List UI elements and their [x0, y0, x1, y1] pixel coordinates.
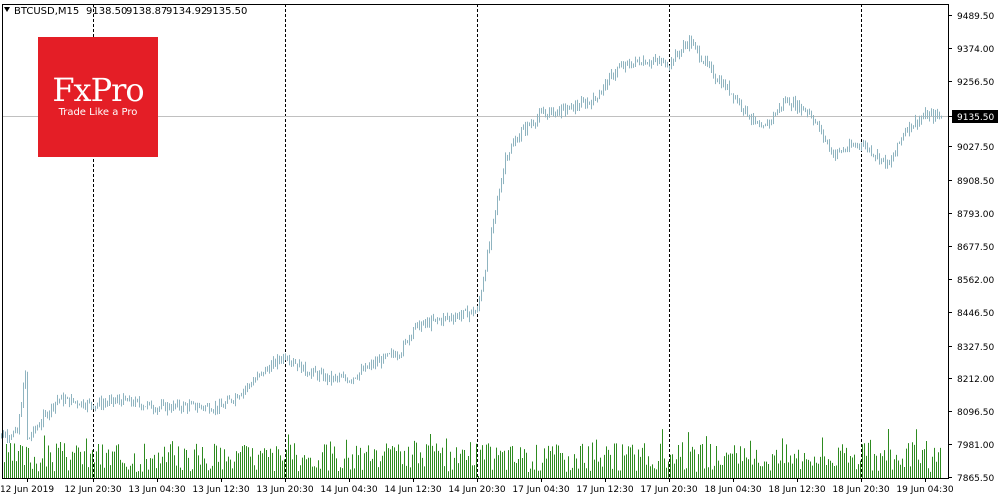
logo-tagline: Trade Like a Pro: [58, 107, 138, 118]
time-tick-label: 13 Jun 04:30: [128, 485, 185, 495]
price-tick-label: 9489.50: [957, 12, 994, 22]
price-tick-label: 7981.00: [957, 441, 994, 451]
time-tick-label: 12 Jun 2019: [0, 485, 54, 495]
price-tick-label: 8793.00: [957, 210, 994, 220]
price-tick-label: 8446.50: [957, 309, 994, 319]
time-tick-label: 17 Jun 12:30: [576, 485, 633, 495]
time-tick-label: 14 Jun 20:30: [448, 485, 505, 495]
time-tick-label: 13 Jun 20:30: [256, 485, 313, 495]
price-tick-label: 8096.50: [957, 408, 994, 418]
time-axis: 12 Jun 2019 12 Jun 20:30 13 Jun 04:30 13 Ju…: [0, 478, 954, 495]
time-tick-label: 17 Jun 20:30: [640, 485, 697, 495]
time-tick-label: 18 Jun 20:30: [832, 485, 889, 495]
fxpro-logo: FxPro Trade Like a Pro: [38, 37, 158, 157]
plot-frame: [2, 4, 949, 479]
low-value: 9134.92: [166, 6, 207, 17]
high-value: 9138.87: [126, 6, 167, 17]
time-tick-label: 14 Jun 04:30: [320, 485, 377, 495]
time-tick-label: 19 Jun 04:30: [896, 485, 953, 495]
chart-header: BTCUSD,M15 9138.50 9138.87 9134.92 9135.…: [4, 6, 247, 17]
close-value: 9135.50: [206, 6, 247, 17]
price-tick-label: 9027.50: [957, 143, 994, 153]
time-tick-label: 14 Jun 12:30: [384, 485, 441, 495]
time-tick-label: 17 Jun 04:30: [512, 485, 569, 495]
price-tick-label: 8908.50: [957, 177, 994, 187]
current-price-label: 9135.50: [957, 113, 994, 123]
volume-histogram: [4, 428, 941, 478]
day-separators: [93, 4, 862, 478]
current-price-tag: [952, 110, 998, 123]
price-tick-label: 9256.50: [957, 78, 994, 88]
price-axis: 9489.50 9374.00 9256.50 9027.50 8908.50 8793.…: [948, 12, 994, 484]
chart-frame: [2, 4, 949, 479]
symbol-label: BTCUSD,M15: [14, 6, 79, 17]
open-value: 9138.50: [86, 6, 127, 17]
time-tick-label: 18 Jun 12:30: [768, 485, 825, 495]
price-tick-label: 8677.50: [957, 243, 994, 253]
time-tick-label: 18 Jun 04:30: [704, 485, 761, 495]
price-tick-label: 7865.50: [957, 474, 994, 484]
price-tick-label: 8212.00: [957, 375, 994, 385]
price-bars: [1, 35, 942, 444]
price-tick-label: 8327.50: [957, 343, 994, 353]
time-tick-label: 12 Jun 20:30: [64, 485, 121, 495]
price-tick-label: 8562.00: [957, 276, 994, 286]
logo-name: FxPro: [52, 71, 144, 109]
time-tick-label: 13 Jun 12:30: [192, 485, 249, 495]
price-tick-label: 9374.00: [957, 45, 994, 55]
dropdown-triangle-icon[interactable]: [4, 7, 10, 12]
